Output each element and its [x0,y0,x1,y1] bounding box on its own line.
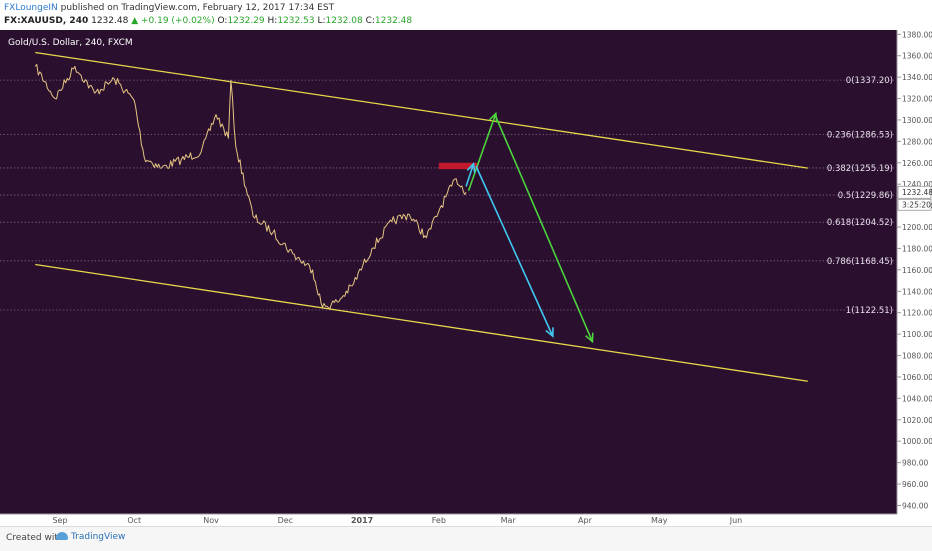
x-tick-label: May [651,516,668,525]
ohlc-close-label: C: [365,16,375,26]
countdown-label: 3:25:20 [902,201,931,210]
y-tick-label: 1040.00 [902,394,932,403]
chart-title: Gold/U.S. Dollar, 240, FXCM [8,38,133,48]
ohlc-high-value: 1232.53 [277,16,315,26]
y-tick-label: 1180.00 [902,244,932,253]
x-tick-label: Dec [278,516,293,525]
resistance-zone [438,162,479,170]
ohlc-open-label: O: [217,16,228,26]
channel-line [35,263,808,382]
countdown-tag [897,198,932,211]
x-tick-label: Oct [127,516,141,525]
publish-text: published on TradingView.com, February 1… [60,3,335,13]
y-tick-label: 1060.00 [902,373,932,382]
created-with-label: Created with [6,533,64,543]
y-tick-label: 980.00 [902,459,928,468]
x-tick-label: Mar [501,516,517,525]
y-tick-label: 1240.00 [902,180,932,189]
y-tick-label: 1360.00 [902,52,932,61]
y-tick-label: 1340.00 [902,73,932,82]
fib-level-label: 0.382(1255.19) [827,164,893,174]
fib-level-label: 0.618(1204.52) [827,218,893,228]
ohlc-low-label: L: [317,16,326,26]
y-tick-label: 1160.00 [902,266,932,275]
fib-level-label: 1(1122.51) [846,306,893,316]
x-tick-label: Sep [52,516,67,525]
current-price-tag [897,185,932,199]
fib-level-label: 0.786(1168.45) [827,257,893,267]
x-tick-label: Feb [432,516,446,525]
y-tick-label: 1020.00 [902,416,932,425]
price-chart[interactable]: 1380.00 1360.00 1340.00 1320.00 1300.00 1280.… [0,30,932,526]
ohlc-high-label: H: [267,16,278,26]
y-tick-label: 1380.00 [902,30,932,39]
ohlc-close-value: 1232.48 [374,16,413,26]
y-tick-label: 1080.00 [902,352,932,361]
ohlc-open-value: 1232.29 [227,16,265,26]
projection-arrow-head [545,327,554,338]
last-price: 1232.48 [91,16,129,26]
x-tick-label: Nov [203,516,219,525]
ohlc-low-value: 1232.08 [325,16,363,26]
channel-line [35,51,808,169]
y-tick-label: 1260.00 [902,159,932,168]
projection-arrow-shaft [495,116,594,342]
symbol-info: FX:XAUUSD, 240 1232.48 ▲ +0.19 (+0.02%) … [4,16,412,26]
projection-arrow-head [585,332,594,344]
projection-arrow-shaft [467,113,497,191]
y-tick-label: 1100.00 [902,330,932,339]
symbol-label: FX:XAUUSD, 240 [4,16,89,26]
fib-level-label: 0.5(1229.86) [838,191,893,201]
x-tick-label: Apr [578,516,593,525]
tradingview-logo[interactable]: TradingView [56,532,125,542]
plot-area[interactable] [0,30,897,514]
y-tick-label: 960.00 [902,480,928,489]
price-change: ▲ +0.19 (+0.02%) [131,16,215,26]
tradingview-cloud-icon [56,532,68,540]
y-tick-label: 1200.00 [902,223,932,232]
projection-arrow-shaft [475,165,554,337]
tradingview-brand: TradingView [71,532,126,542]
chart-header: FXLoungeIN published on TradingView.com,… [0,0,932,30]
current-price-label: 1232.48 [902,188,932,197]
y-tick-label: 1300.00 [902,116,932,125]
y-tick-label: 1120.00 [902,309,932,318]
fib-level-label: 0(1337.20) [846,76,893,86]
price-series-line [34,63,467,310]
y-tick-label: 1280.00 [902,137,932,146]
y-tick-label: 1000.00 [902,437,932,446]
y-tick-label: 1140.00 [902,287,932,296]
x-tick-label: 2017 [351,516,373,525]
projection-arrow-shaft [465,163,475,187]
publish-info: FXLoungeIN published on TradingView.com,… [4,3,334,13]
author-name[interactable]: FXLoungeIN [4,3,58,13]
y-tick-label: 940.00 [902,501,928,510]
price-axis[interactable] [897,30,932,526]
projection-arrow-head [466,162,476,173]
time-axis[interactable] [0,514,897,526]
y-tick-label: 1320.00 [902,95,932,104]
fib-level-label: 0.236(1286.53) [827,130,893,140]
footer: Created with TradingView [0,526,932,551]
x-tick-label: Jun [729,516,743,525]
